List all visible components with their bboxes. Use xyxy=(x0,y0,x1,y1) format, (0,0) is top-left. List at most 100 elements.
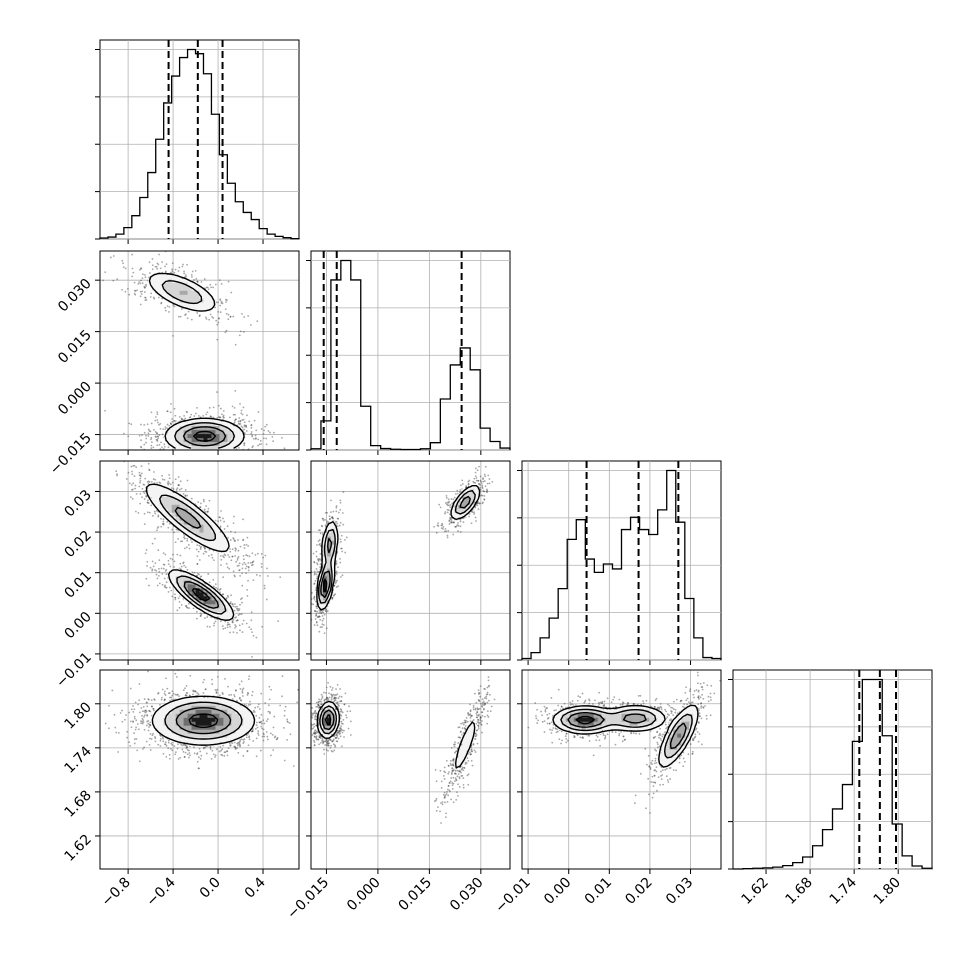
scatter-point xyxy=(183,547,186,550)
scatter-point xyxy=(248,420,251,423)
scatter-point xyxy=(331,516,333,519)
scatter-point xyxy=(168,450,170,452)
scatter-point xyxy=(465,485,468,487)
scatter-point xyxy=(196,544,199,547)
scatter-point xyxy=(219,473,221,475)
density-cell xyxy=(175,434,180,439)
scatter-point xyxy=(179,540,182,543)
scatter-point xyxy=(321,623,324,626)
scatter-point xyxy=(151,569,154,572)
density-cell xyxy=(195,516,200,522)
density-cell xyxy=(187,426,192,431)
scatter-point xyxy=(258,443,261,446)
scatter-point xyxy=(157,435,160,438)
scatter-point xyxy=(166,305,169,308)
density-cell xyxy=(215,592,220,597)
scatter-point xyxy=(247,566,250,569)
scatter-point xyxy=(157,437,159,440)
density-cell xyxy=(191,592,196,597)
scatter-point xyxy=(131,497,134,500)
density-cell xyxy=(147,492,153,498)
density-cell xyxy=(211,532,216,538)
scatter-point xyxy=(109,256,112,259)
scatter-point xyxy=(186,317,189,320)
scatter-point xyxy=(207,459,209,461)
scatter-point xyxy=(215,455,217,457)
scatter-point xyxy=(231,555,234,558)
scatter-point xyxy=(341,574,344,577)
scatter-point xyxy=(236,557,239,560)
scatter-point xyxy=(237,446,240,449)
density-cell xyxy=(191,504,196,510)
scatter-point xyxy=(133,292,136,295)
density-cell xyxy=(195,520,200,526)
density-cell xyxy=(223,422,228,427)
scatter-point xyxy=(198,314,201,317)
scatter-point xyxy=(252,445,254,448)
scatter-point xyxy=(147,499,149,502)
density-cell xyxy=(195,512,200,518)
scatter-point xyxy=(321,626,323,628)
scatter-point xyxy=(239,419,242,422)
scatter-point xyxy=(144,299,147,302)
scatter-point xyxy=(196,572,199,575)
scatter-point xyxy=(177,537,179,540)
scatter-point xyxy=(174,456,176,458)
density-cell xyxy=(191,512,196,518)
scatter-point xyxy=(315,612,318,615)
scatter-point xyxy=(235,561,237,563)
scatter-point xyxy=(225,298,227,301)
scatter-point xyxy=(129,496,132,499)
scatter-point xyxy=(446,511,449,514)
scatter-point xyxy=(262,556,265,559)
scatter-point xyxy=(317,529,320,532)
scatter-point xyxy=(234,616,236,619)
scatter-point xyxy=(150,480,153,483)
scatter-point xyxy=(239,545,242,548)
scatter-point xyxy=(191,541,193,544)
density-cell xyxy=(191,536,196,541)
scatter-point xyxy=(436,524,439,527)
scatter-point xyxy=(116,474,118,477)
scatter-point xyxy=(240,613,243,615)
scatter-point xyxy=(122,266,125,268)
density-cell xyxy=(163,504,169,510)
scatter-point xyxy=(173,271,176,274)
density-cell xyxy=(167,274,173,280)
scatter-point xyxy=(238,569,241,572)
scatter-point xyxy=(132,271,135,274)
scatter-point xyxy=(316,616,319,618)
density-cell xyxy=(183,516,188,522)
scatter-point xyxy=(176,452,178,454)
density-cell xyxy=(163,286,169,292)
contour-line xyxy=(182,426,227,447)
scatter-point xyxy=(134,487,137,490)
density-cell xyxy=(211,302,216,308)
density-cell xyxy=(223,536,228,541)
scatter-point xyxy=(242,418,245,421)
scatter-point xyxy=(470,522,473,525)
scatter-point xyxy=(236,619,239,622)
scatter-point xyxy=(171,262,174,265)
scatter-point xyxy=(158,481,161,484)
scatter-point xyxy=(143,512,146,515)
scatter-point xyxy=(226,299,228,302)
density-cell xyxy=(167,438,173,443)
scatter-point xyxy=(178,600,181,603)
scatter-point xyxy=(264,554,267,557)
scatter-point xyxy=(171,420,174,423)
scatter-point xyxy=(142,483,145,486)
scatter-point xyxy=(312,597,315,600)
scatter-point xyxy=(154,435,157,438)
density-cell xyxy=(155,496,161,502)
scatter-point xyxy=(227,313,230,316)
scatter-point xyxy=(329,517,331,520)
scatter-point xyxy=(177,597,180,600)
density-cell xyxy=(163,290,169,296)
density-cell xyxy=(203,442,208,447)
scatter-point xyxy=(158,570,161,573)
scatter-point xyxy=(163,564,166,566)
scatter-point xyxy=(212,585,215,588)
scatter-point xyxy=(217,321,220,324)
scatter-point xyxy=(445,530,448,533)
